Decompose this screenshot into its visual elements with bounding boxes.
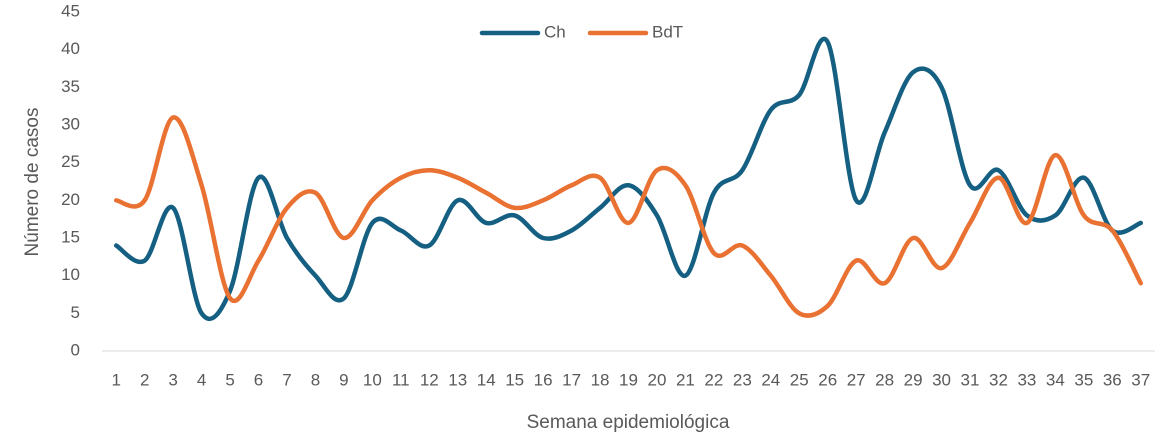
legend-label: BdT	[652, 22, 683, 41]
line-series	[113, 115, 1144, 318]
x-tick-label: 34	[1046, 370, 1065, 389]
x-tick-label: 2	[140, 370, 149, 389]
x-tick-label: 23	[733, 370, 752, 389]
y-tick-label: 0	[71, 340, 80, 359]
x-tick-label: 20	[647, 370, 666, 389]
x-tick-label: 31	[961, 370, 980, 389]
y-tick-label: 30	[61, 114, 80, 133]
x-tick-label: 21	[676, 370, 695, 389]
x-tick-label: 17	[562, 370, 581, 389]
legend-label: Ch	[544, 22, 566, 41]
y-tick-label: 45	[61, 1, 80, 20]
x-tick-label: 26	[818, 370, 837, 389]
x-tick-label: 13	[448, 370, 467, 389]
y-axis-title: Número de casos	[22, 108, 43, 257]
y-tick-label: 25	[61, 152, 80, 171]
line-series	[113, 36, 1144, 322]
x-tick-label: 5	[225, 370, 234, 389]
y-tick-label: 20	[61, 190, 80, 209]
x-tick-label: 33	[1017, 370, 1036, 389]
y-tick-label: 15	[61, 227, 80, 246]
x-tick-label: 36	[1103, 370, 1122, 389]
x-tick-label: 6	[254, 370, 263, 389]
x-tick-label: 28	[875, 370, 894, 389]
x-tick-label: 3	[168, 370, 177, 389]
y-tick-label: 35	[61, 77, 80, 96]
x-tick-label: 8	[311, 370, 320, 389]
x-tick-label: 30	[932, 370, 951, 389]
x-tick-label: 7	[282, 370, 291, 389]
x-tick-label: 25	[790, 370, 809, 389]
x-axis-title: Semana epidemiológica	[527, 412, 730, 433]
y-tick-label: 10	[61, 265, 80, 284]
x-tick-label: 1	[111, 370, 120, 389]
x-tick-label: 12	[420, 370, 439, 389]
y-tick-label: 5	[71, 303, 80, 322]
x-tick-label: 11	[392, 370, 410, 389]
x-tick-label: 10	[363, 370, 382, 389]
x-tick-label: 29	[904, 370, 923, 389]
x-tick-label: 32	[989, 370, 1008, 389]
x-tick-label: 27	[847, 370, 866, 389]
x-tick-label: 14	[477, 370, 496, 389]
x-tick-label: 18	[591, 370, 610, 389]
x-tick-label: 24	[761, 370, 780, 389]
x-tick-label: 35	[1074, 370, 1093, 389]
x-tick-label: 9	[339, 370, 348, 389]
x-tick-label: 19	[619, 370, 638, 389]
x-tick-label: 15	[505, 370, 524, 389]
x-tick-label: 4	[197, 370, 206, 389]
y-tick-label: 40	[61, 39, 80, 58]
x-tick-label: 22	[704, 370, 723, 389]
x-tick-label: 37	[1131, 370, 1150, 389]
x-tick-label: 16	[534, 370, 553, 389]
